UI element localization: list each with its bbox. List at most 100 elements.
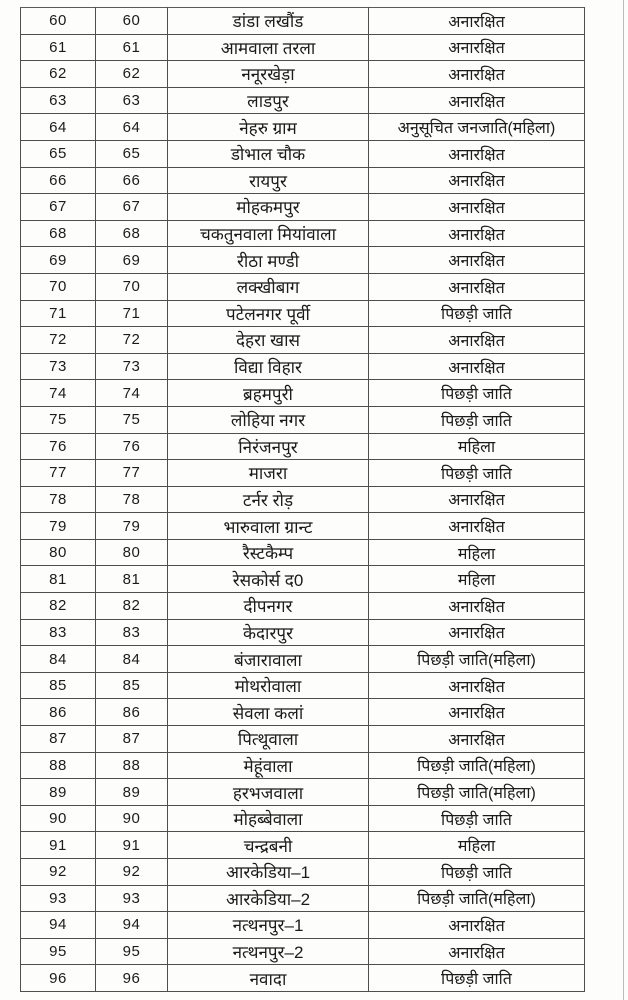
cell-serial-no: 80 xyxy=(20,538,96,567)
cell-ward-no: 71 xyxy=(95,299,168,328)
cell-serial-no: 93 xyxy=(20,884,96,913)
cell-ward-no: 68 xyxy=(95,219,168,248)
cell-ward-no: 80 xyxy=(95,538,168,567)
cell-ward-no: 78 xyxy=(95,485,168,514)
cell-ward-name: मोथरोवाला xyxy=(167,671,369,700)
cell-ward-no: 95 xyxy=(95,937,168,966)
cell-ward-no: 88 xyxy=(95,751,168,780)
cell-ward-no: 77 xyxy=(95,459,168,487)
cell-serial-no: 64 xyxy=(20,113,96,141)
cell-ward-name: चन्द्रबनी xyxy=(167,831,369,859)
cell-serial-no: 66 xyxy=(20,166,96,195)
cell-category: अनारक्षित xyxy=(368,139,585,168)
cell-ward-no: 93 xyxy=(95,884,168,913)
cell-serial-no: 71 xyxy=(20,299,96,328)
cell-serial-no: 79 xyxy=(20,512,96,540)
cell-serial-no: 95 xyxy=(20,937,96,966)
cell-serial-no: 77 xyxy=(20,459,96,487)
cell-serial-no: 88 xyxy=(20,751,96,780)
cell-serial-no: 86 xyxy=(20,698,96,727)
cell-ward-name: माजरा xyxy=(167,459,369,487)
cell-ward-no: 73 xyxy=(95,352,168,381)
cell-serial-no: 96 xyxy=(20,964,96,992)
cell-ward-name: रायपुर xyxy=(167,166,369,195)
cell-ward-name: नत्थनपुर–1 xyxy=(167,911,369,939)
table-row: 76 76 निरंजनपुर महिला xyxy=(20,432,585,461)
table-row: 96 96 नवादा पिछड़ी जाति xyxy=(20,964,585,992)
cell-category: पिछड़ी जाति xyxy=(368,405,585,434)
table-row: 89 89 हरभजवाला पिछड़ी जाति(महिला) xyxy=(20,778,585,806)
cell-category: अनारक्षित xyxy=(368,166,585,195)
cell-category: अनारक्षित xyxy=(368,86,585,115)
cell-ward-name: डोभाल चौक xyxy=(167,139,369,168)
cell-serial-no: 85 xyxy=(20,671,96,700)
cell-ward-name: बंजारावाला xyxy=(167,645,369,673)
cell-ward-no: 62 xyxy=(95,60,168,88)
table-row: 72 72 देहरा खास अनारक्षित xyxy=(20,326,585,354)
table-row: 77 77 माजरा पिछड़ी जाति xyxy=(20,459,585,487)
table-row: 83 83 केदारपुर अनारक्षित xyxy=(20,618,585,647)
cell-ward-no: 79 xyxy=(95,512,168,540)
cell-ward-no: 69 xyxy=(95,246,168,274)
cell-category: अनारक्षित xyxy=(368,219,585,248)
cell-ward-no: 65 xyxy=(95,139,168,168)
table-row: 68 68 चकतुनवाला मियांवाला अनारक्षित xyxy=(20,219,585,248)
cell-category: अनारक्षित xyxy=(368,7,585,35)
cell-ward-name: आरकेडिया–1 xyxy=(167,858,369,886)
cell-category: अनारक्षित xyxy=(368,911,585,939)
cell-serial-no: 61 xyxy=(20,33,96,62)
cell-ward-name: ननूरखेड़ा xyxy=(167,60,369,88)
cell-category: पिछड़ी जाति(महिला) xyxy=(368,751,585,780)
cell-ward-name: डांडा लखौंड xyxy=(167,7,369,35)
table-row: 63 63 लाडपुर अनारक्षित xyxy=(20,86,585,115)
cell-ward-no: 61 xyxy=(95,33,168,62)
cell-ward-name: ब्रहमपुरी xyxy=(167,379,369,407)
cell-category: अनारक्षित xyxy=(368,698,585,727)
cell-ward-no: 63 xyxy=(95,86,168,115)
cell-serial-no: 70 xyxy=(20,272,96,301)
cell-ward-no: 89 xyxy=(95,778,168,806)
table-row: 65 65 डोभाल चौक अनारक्षित xyxy=(20,139,585,168)
cell-ward-name: लक्खीबाग xyxy=(167,272,369,301)
cell-ward-name: लोहिया नगर xyxy=(167,405,369,434)
cell-category: अनारक्षित xyxy=(368,725,585,753)
cell-category: पिछड़ी जाति xyxy=(368,804,585,833)
table-row: 62 62 ननूरखेड़ा अनारक्षित xyxy=(20,60,585,88)
cell-ward-no: 74 xyxy=(95,379,168,407)
cell-category: पिछड़ी जाति(महिला) xyxy=(368,884,585,913)
cell-ward-no: 94 xyxy=(95,911,168,939)
cell-ward-name: नत्थनपुर–2 xyxy=(167,937,369,966)
cell-serial-no: 87 xyxy=(20,725,96,753)
cell-category: अनारक्षित xyxy=(368,33,585,62)
cell-serial-no: 94 xyxy=(20,911,96,939)
cell-category: अनारक्षित xyxy=(368,671,585,700)
table-row: 66 66 रायपुर अनारक्षित xyxy=(20,166,585,195)
cell-ward-no: 87 xyxy=(95,725,168,753)
table-row: 75 75 लोहिया नगर पिछड़ी जाति xyxy=(20,405,585,434)
cell-ward-no: 86 xyxy=(95,698,168,727)
cell-ward-name: चकतुनवाला मियांवाला xyxy=(167,219,369,248)
cell-category: अनारक्षित xyxy=(368,352,585,381)
cell-serial-no: 75 xyxy=(20,405,96,434)
cell-ward-no: 66 xyxy=(95,166,168,195)
cell-category: पिछड़ी जाति xyxy=(368,299,585,328)
table-row: 74 74 ब्रहमपुरी पिछड़ी जाति xyxy=(20,379,585,407)
cell-ward-name: नेहरु ग्राम xyxy=(167,113,369,141)
table-row: 91 91 चन्द्रबनी महिला xyxy=(20,831,585,859)
ward-reservation-table: 60 60 डांडा लखौंड अनारक्षित 61 61 आमवाला तरला अ… xyxy=(20,7,585,992)
cell-ward-no: 70 xyxy=(95,272,168,301)
table-row: 67 67 मोहकमपुर अनारक्षित xyxy=(20,193,585,221)
cell-category: अनारक्षित xyxy=(368,246,585,274)
cell-serial-no: 60 xyxy=(20,7,96,35)
cell-serial-no: 92 xyxy=(20,858,96,886)
table-body: 60 60 डांडा लखौंड अनारक्षित 61 61 आमवाला तरला अ… xyxy=(20,7,585,992)
cell-category: महिला xyxy=(368,538,585,567)
cell-ward-name: रीठा मण्डी xyxy=(167,246,369,274)
table-row: 87 87 पित्थूवाला अनारक्षित xyxy=(20,725,585,753)
cell-ward-name: टर्नर रोड़ xyxy=(167,485,369,514)
cell-ward-name: आरकेडिया–2 xyxy=(167,884,369,913)
table-row: 70 70 लक्खीबाग अनारक्षित xyxy=(20,272,585,301)
cell-category: महिला xyxy=(368,831,585,859)
cell-ward-name: मोहब्बेवाला xyxy=(167,804,369,833)
